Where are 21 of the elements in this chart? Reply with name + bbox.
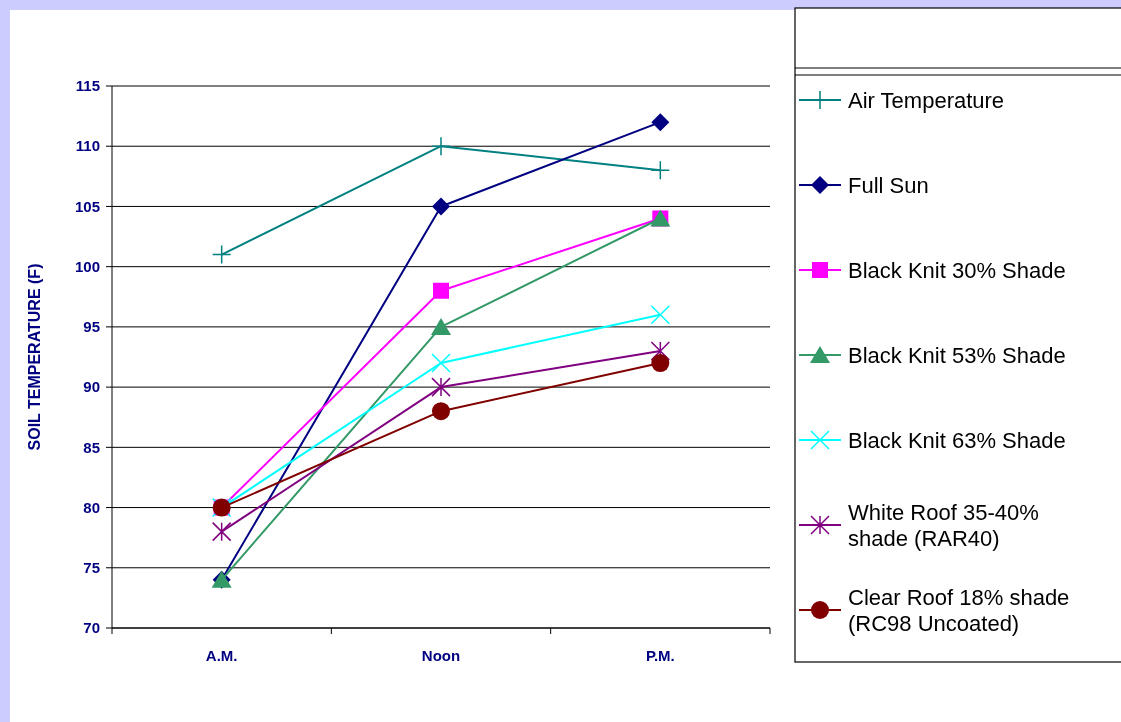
y-tick-label: 105 [74, 197, 100, 215]
y-tick-label: 75 [83, 559, 100, 577]
legend-label: Black Knit 63% Shade [848, 427, 1066, 453]
y-tick-label: 85 [83, 438, 100, 456]
y-tick-label: 70 [83, 619, 100, 637]
legend-label: Black Knit 30% Shade [848, 257, 1066, 283]
y-axis-title: SOIL TEMPERATURE (F) [26, 263, 43, 451]
x-tick-label: Noon [421, 647, 461, 664]
y-tick-label: 95 [83, 318, 100, 336]
x-tick-label: A.M. [205, 647, 238, 664]
y-tick-label: 115 [75, 77, 100, 95]
y-tick-label: 90 [83, 378, 100, 396]
legend-label: Black Knit 53% Shade [848, 342, 1066, 368]
x-tick-label: P.M. [645, 647, 675, 664]
legend-label: Full Sun [848, 172, 929, 198]
legend-label: White Roof 35-40% shade (RAR40) [848, 499, 1039, 551]
y-tick-label: 110 [75, 137, 100, 155]
y-tick-label: 80 [83, 498, 100, 516]
legend-label: Clear Roof 18% shade (RC98 Uncoated) [848, 584, 1070, 636]
y-tick-label: 100 [74, 257, 100, 275]
legend-label: Air Temperature [848, 87, 1005, 113]
